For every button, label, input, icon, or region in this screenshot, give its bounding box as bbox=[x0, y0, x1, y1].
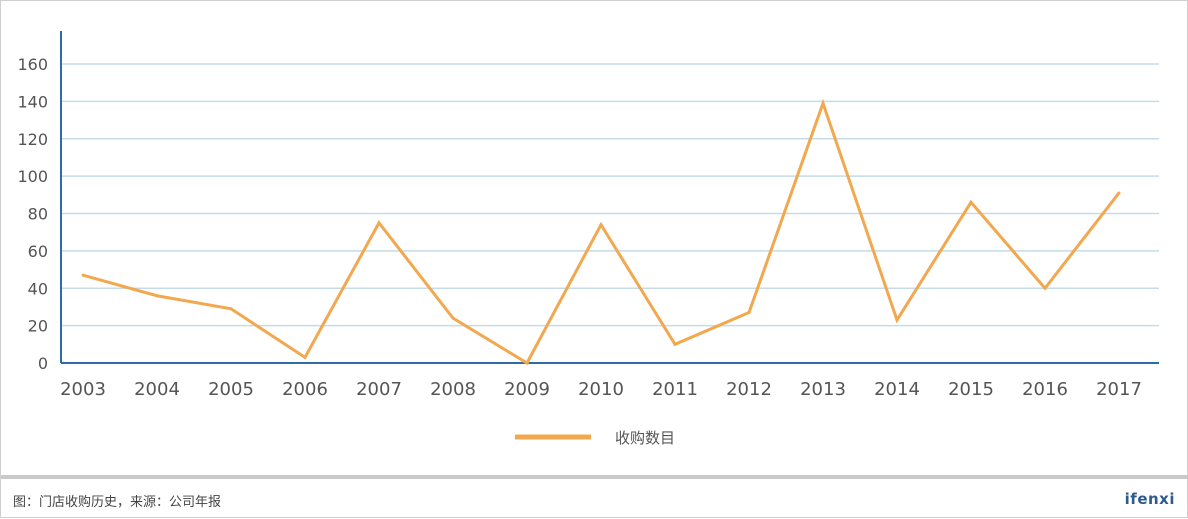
data-point bbox=[673, 342, 677, 346]
y-tick-label: 40 bbox=[28, 279, 48, 298]
data-point bbox=[599, 223, 603, 227]
data-point bbox=[525, 361, 529, 365]
data-point bbox=[969, 200, 973, 204]
x-tick-label: 2006 bbox=[282, 379, 328, 400]
x-tick-label: 2015 bbox=[948, 379, 994, 400]
data-point bbox=[451, 316, 455, 320]
data-point bbox=[377, 221, 381, 225]
data-point bbox=[1043, 286, 1047, 290]
data-point bbox=[229, 307, 233, 311]
data-point bbox=[747, 311, 751, 315]
data-point bbox=[895, 318, 899, 322]
x-tick-label: 2012 bbox=[726, 379, 772, 400]
footer-divider bbox=[1, 475, 1188, 479]
y-tick-label: 140 bbox=[17, 92, 48, 111]
x-tick-label: 2004 bbox=[134, 379, 180, 400]
data-point bbox=[155, 294, 159, 298]
x-tick-label: 2007 bbox=[356, 379, 402, 400]
legend-label: 收购数目 bbox=[615, 429, 675, 447]
y-tick-label: 160 bbox=[17, 55, 48, 74]
series-line bbox=[82, 98, 1121, 366]
y-tick-label: 20 bbox=[28, 317, 48, 336]
data-point bbox=[1117, 191, 1121, 195]
line-chart: 0 20 40 60 80 100 120 140 160 2003 2004 2005 2006 200… bbox=[17, 31, 1159, 447]
y-tick-label: 80 bbox=[28, 205, 48, 224]
x-tick-label: 2016 bbox=[1022, 379, 1068, 400]
x-tick-label: 2005 bbox=[208, 379, 254, 400]
y-tick-label: 100 bbox=[17, 167, 48, 186]
x-tick-label: 2008 bbox=[430, 379, 476, 400]
chart-area: 0 20 40 60 80 100 120 140 160 2003 2004 2005 2006 200… bbox=[1, 1, 1188, 471]
x-tick-label: 2017 bbox=[1096, 379, 1142, 400]
y-tick-label: 120 bbox=[17, 130, 48, 149]
y-tick-label: 60 bbox=[28, 242, 48, 261]
data-point bbox=[303, 355, 307, 359]
x-tick-label: 2014 bbox=[874, 379, 920, 400]
x-tick-label: 2010 bbox=[578, 379, 624, 400]
data-point bbox=[81, 273, 85, 277]
data-point bbox=[821, 101, 825, 105]
footer: 图：门店收购历史，来源：公司年报 ifenxi bbox=[1, 479, 1188, 519]
y-tick-label: 0 bbox=[38, 354, 48, 373]
x-tick-label: 2009 bbox=[504, 379, 550, 400]
brand-logo: ifenxi bbox=[1124, 490, 1175, 508]
x-tick-label: 2011 bbox=[652, 379, 698, 400]
figure-caption: 图：门店收购历史，来源：公司年报 bbox=[13, 495, 222, 510]
x-tick-label: 2013 bbox=[800, 379, 846, 400]
x-tick-label: 2003 bbox=[60, 379, 106, 400]
